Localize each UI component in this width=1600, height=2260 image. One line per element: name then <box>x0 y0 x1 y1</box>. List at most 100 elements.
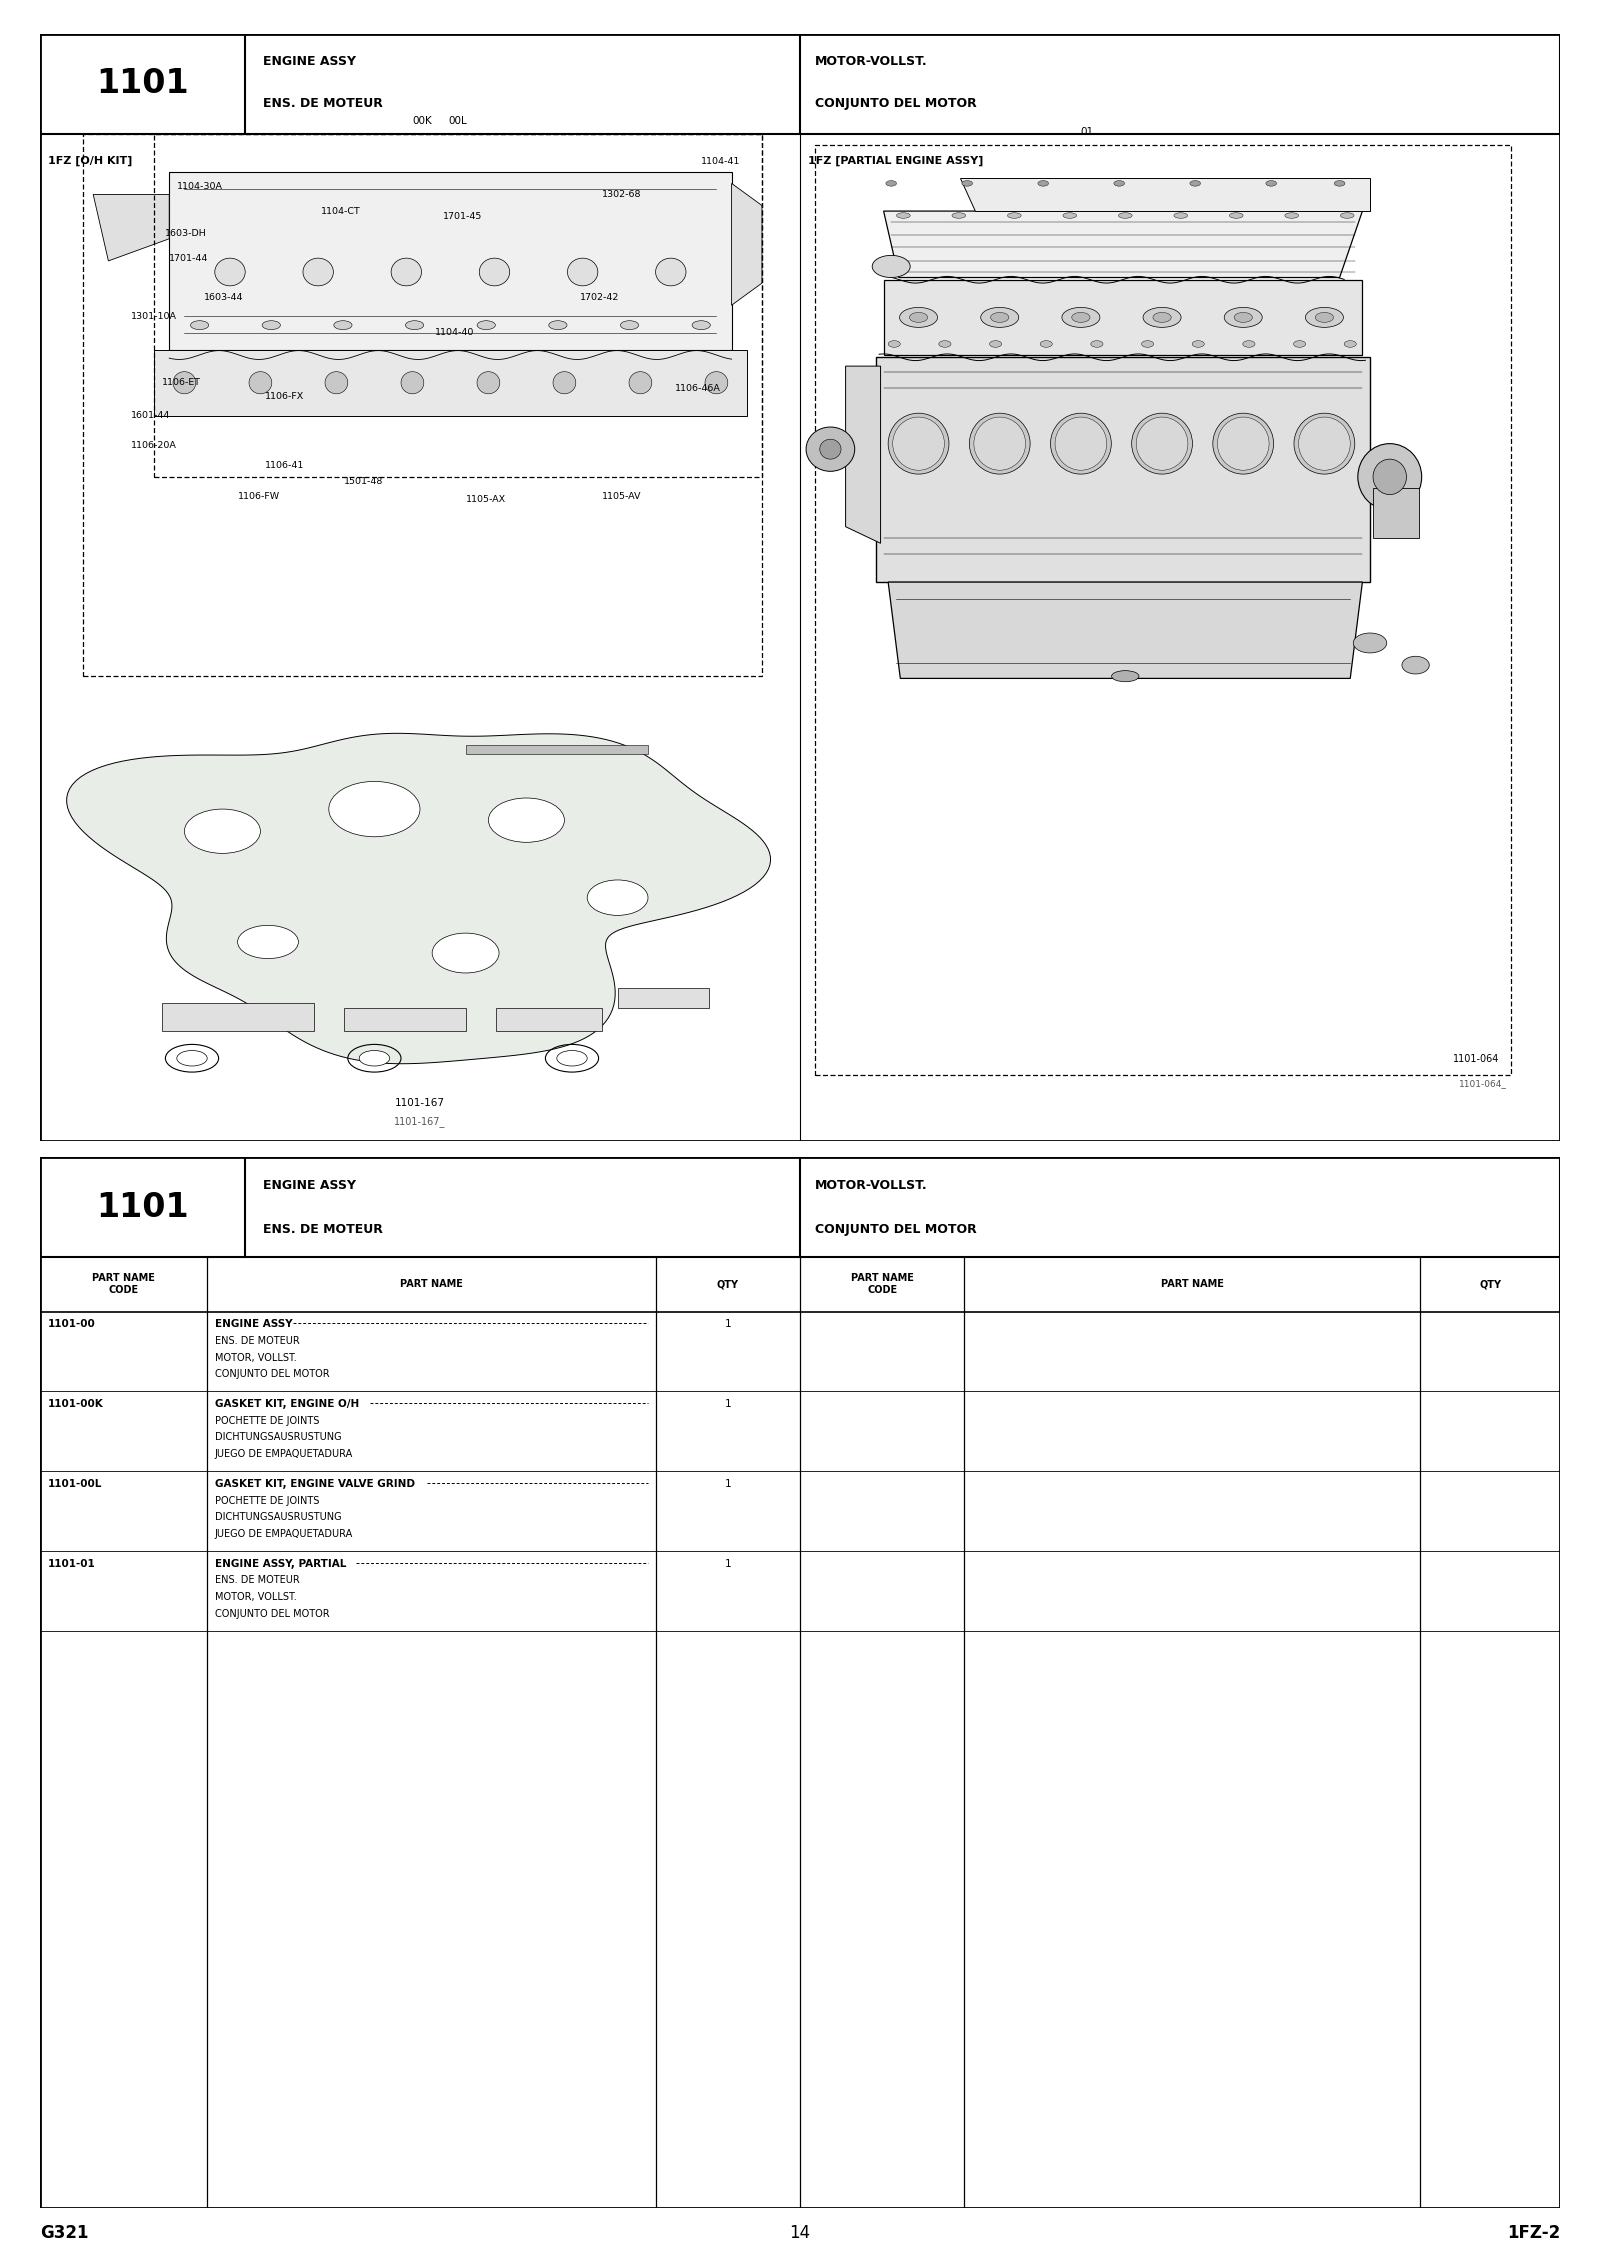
Text: 1101-167: 1101-167 <box>395 1098 445 1107</box>
Text: 1702-42: 1702-42 <box>579 294 619 303</box>
Text: 00L: 00L <box>448 115 467 127</box>
Text: 1: 1 <box>725 1399 731 1408</box>
Text: ENS. DE MOTEUR: ENS. DE MOTEUR <box>264 1223 384 1236</box>
Text: 1302-68: 1302-68 <box>602 190 642 199</box>
Text: PART NAME: PART NAME <box>400 1279 462 1288</box>
Ellipse shape <box>1141 341 1154 348</box>
Ellipse shape <box>432 933 499 974</box>
Text: 1: 1 <box>725 1559 731 1568</box>
Bar <box>40 1257 1560 1311</box>
Text: ENGINE ASSY: ENGINE ASSY <box>214 1320 293 1329</box>
Ellipse shape <box>1062 212 1077 219</box>
Text: CONJUNTO DEL MOTOR: CONJUNTO DEL MOTOR <box>816 1223 978 1236</box>
Text: CONJUNTO DEL MOTOR: CONJUNTO DEL MOTOR <box>816 97 978 111</box>
Text: G321: G321 <box>40 2224 88 2242</box>
Text: MOTOR-VOLLST.: MOTOR-VOLLST. <box>816 1177 928 1191</box>
Polygon shape <box>888 583 1363 678</box>
Ellipse shape <box>656 258 686 285</box>
Text: POCHETTE DE JOINTS: POCHETTE DE JOINTS <box>214 1415 318 1426</box>
Ellipse shape <box>1091 341 1102 348</box>
Ellipse shape <box>1008 212 1021 219</box>
Ellipse shape <box>1192 341 1205 348</box>
Text: MOTOR, VOLLST.: MOTOR, VOLLST. <box>214 1351 296 1363</box>
Text: 01: 01 <box>1080 127 1094 138</box>
Ellipse shape <box>1142 307 1181 328</box>
Text: ENS. DE MOTEUR: ENS. DE MOTEUR <box>214 1336 299 1345</box>
Ellipse shape <box>1229 212 1243 219</box>
Bar <box>170 172 731 350</box>
Ellipse shape <box>330 782 419 836</box>
Polygon shape <box>877 357 1370 583</box>
Text: GASKET KIT, ENGINE VALVE GRIND: GASKET KIT, ENGINE VALVE GRIND <box>214 1478 414 1489</box>
Polygon shape <box>67 732 771 1064</box>
Text: 1701-45: 1701-45 <box>443 212 482 221</box>
Text: 1105-AV: 1105-AV <box>602 493 642 502</box>
Text: QTY: QTY <box>717 1279 739 1288</box>
Bar <box>1373 488 1419 538</box>
Text: 14: 14 <box>789 2224 811 2242</box>
Ellipse shape <box>1190 181 1200 185</box>
Ellipse shape <box>1112 671 1139 683</box>
Ellipse shape <box>1118 212 1133 219</box>
Ellipse shape <box>952 212 966 219</box>
Bar <box>154 133 762 477</box>
Ellipse shape <box>899 307 938 328</box>
Text: 1FZ [O/H KIT]: 1FZ [O/H KIT] <box>48 156 131 167</box>
Text: 1101: 1101 <box>96 68 189 99</box>
Ellipse shape <box>1358 443 1422 511</box>
Ellipse shape <box>970 414 1030 475</box>
Ellipse shape <box>1354 633 1387 653</box>
Ellipse shape <box>250 371 272 393</box>
Text: 1701-44: 1701-44 <box>170 253 208 262</box>
Text: 1101-00: 1101-00 <box>48 1320 96 1329</box>
Ellipse shape <box>554 371 576 393</box>
Ellipse shape <box>1054 418 1107 470</box>
Text: MOTOR, VOLLST.: MOTOR, VOLLST. <box>214 1593 296 1602</box>
Ellipse shape <box>1315 312 1333 323</box>
Ellipse shape <box>237 924 298 958</box>
Ellipse shape <box>549 321 566 330</box>
Bar <box>162 1003 314 1031</box>
Bar <box>618 988 709 1008</box>
Ellipse shape <box>190 321 208 330</box>
Ellipse shape <box>488 798 565 843</box>
Bar <box>83 133 762 676</box>
Ellipse shape <box>402 371 424 393</box>
Text: MOTOR-VOLLST.: MOTOR-VOLLST. <box>816 54 928 68</box>
Ellipse shape <box>1136 418 1187 470</box>
Text: 1101: 1101 <box>96 1191 189 1223</box>
Ellipse shape <box>1038 181 1048 185</box>
Ellipse shape <box>1062 307 1099 328</box>
Ellipse shape <box>621 321 638 330</box>
Ellipse shape <box>886 181 896 185</box>
Ellipse shape <box>1344 341 1357 348</box>
Ellipse shape <box>872 255 910 278</box>
Text: 1106-20A: 1106-20A <box>131 441 178 450</box>
Text: JUEGO DE EMPAQUETADURA: JUEGO DE EMPAQUETADURA <box>214 1530 354 1539</box>
Ellipse shape <box>693 321 710 330</box>
Ellipse shape <box>173 371 195 393</box>
Text: 1101-167_: 1101-167_ <box>394 1116 446 1128</box>
Text: 1106-ET: 1106-ET <box>162 377 200 386</box>
Text: JUEGO DE EMPAQUETADURA: JUEGO DE EMPAQUETADURA <box>214 1449 354 1460</box>
Text: 1104-30A: 1104-30A <box>176 183 222 192</box>
Ellipse shape <box>1174 212 1187 219</box>
Text: 1101-00L: 1101-00L <box>48 1478 102 1489</box>
Ellipse shape <box>477 321 496 330</box>
Text: CONJUNTO DEL MOTOR: CONJUNTO DEL MOTOR <box>214 1370 330 1379</box>
Text: 1106-41: 1106-41 <box>266 461 304 470</box>
Ellipse shape <box>974 418 1026 470</box>
Text: ENGINE ASSY: ENGINE ASSY <box>264 1177 357 1191</box>
Polygon shape <box>93 194 170 260</box>
Ellipse shape <box>302 258 333 285</box>
Ellipse shape <box>888 414 949 475</box>
Ellipse shape <box>1243 341 1254 348</box>
Polygon shape <box>883 210 1363 278</box>
Bar <box>496 1008 602 1031</box>
Ellipse shape <box>1224 307 1262 328</box>
Ellipse shape <box>1154 312 1171 323</box>
Text: 1101-01: 1101-01 <box>48 1559 96 1568</box>
Bar <box>40 1157 1560 1257</box>
Ellipse shape <box>909 312 928 323</box>
Text: 1101-00K: 1101-00K <box>48 1399 104 1408</box>
